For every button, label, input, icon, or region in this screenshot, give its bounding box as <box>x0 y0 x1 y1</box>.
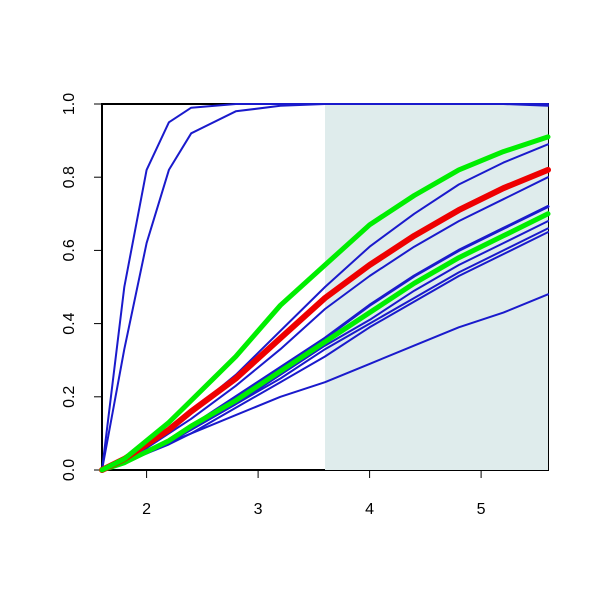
y-tick-label: 0.8 <box>61 166 78 188</box>
shaded-region <box>325 104 548 470</box>
y-tick-label: 0.4 <box>61 312 78 334</box>
x-tick-label: 4 <box>365 501 374 518</box>
x-tick-label: 5 <box>477 501 486 518</box>
y-tick-label: 0.0 <box>61 459 78 481</box>
data-line <box>99 166 551 473</box>
x-tick-label: 2 <box>142 501 151 518</box>
data-line <box>99 134 551 473</box>
data-line <box>101 103 549 471</box>
x-tick-label: 3 <box>254 501 263 518</box>
data-line <box>101 176 549 471</box>
y-tick-label: 1.0 <box>61 93 78 115</box>
data-line <box>99 211 551 473</box>
y-tick-label: 0.2 <box>61 386 78 408</box>
y-tick-label: 0.6 <box>61 239 78 261</box>
